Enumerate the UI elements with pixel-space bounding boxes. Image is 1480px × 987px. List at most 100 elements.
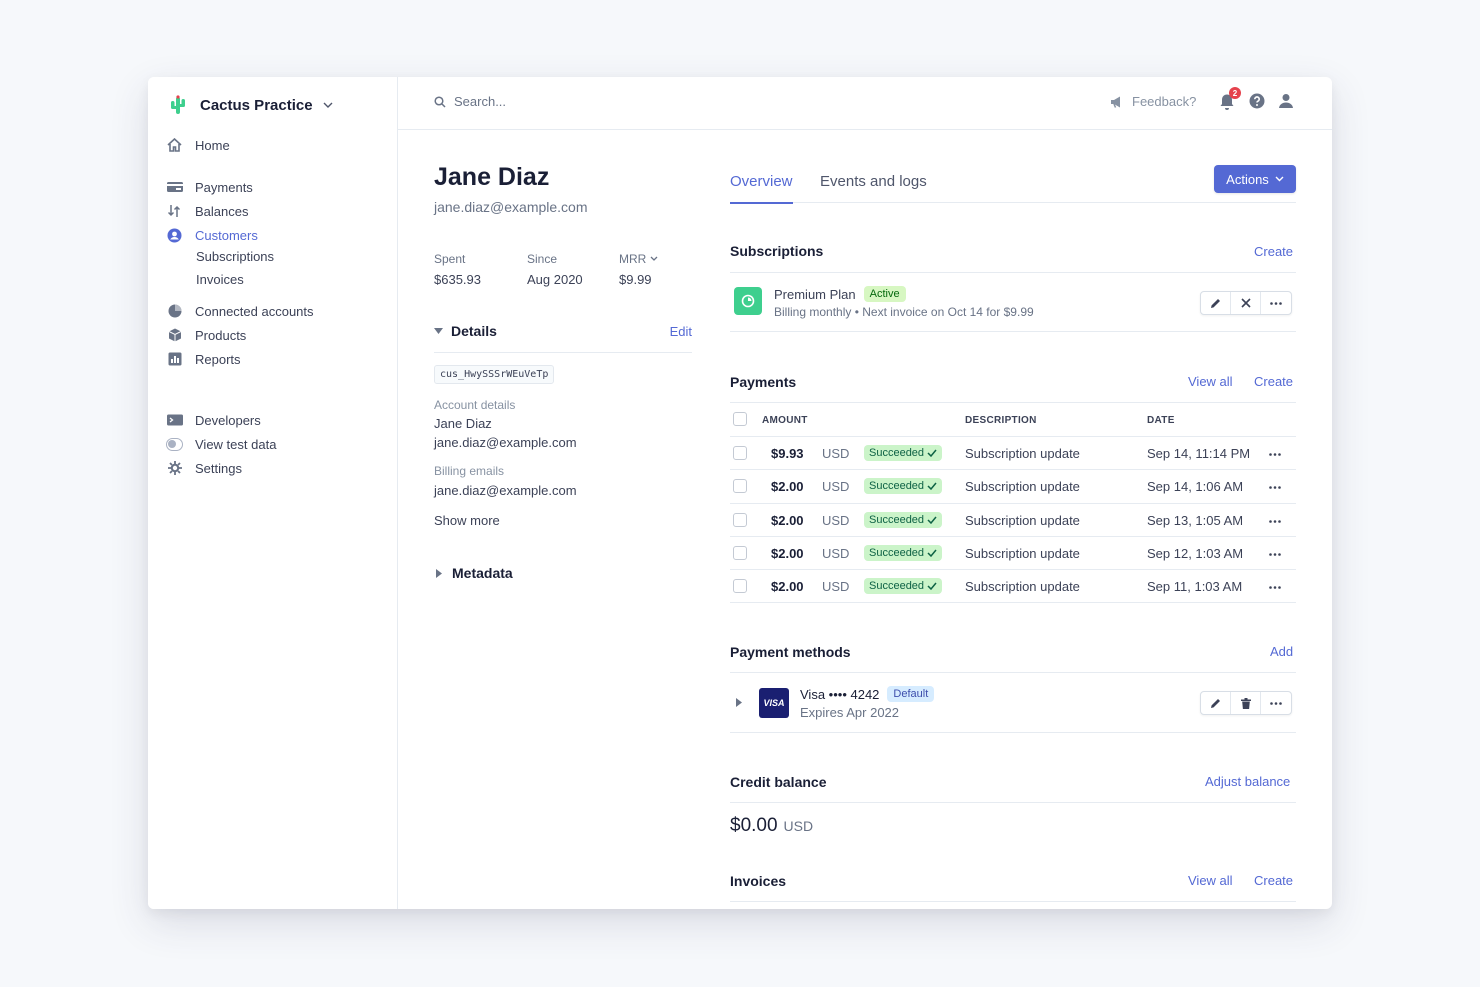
search-box[interactable] [434, 94, 754, 109]
workspace-switcher[interactable]: Cactus Practice [166, 93, 333, 117]
status-badge: Succeeded [864, 545, 942, 561]
tabs: Overview Events and logs [730, 165, 1296, 203]
payments-create-link[interactable]: Create [1254, 374, 1293, 389]
top-bar: Feedback? 2 [398, 77, 1332, 130]
row-checkbox[interactable] [733, 546, 747, 560]
column-header-description: DESCRIPTION [965, 415, 1037, 426]
subscription-plan[interactable]: Premium Plan Active [774, 286, 906, 302]
row-checkbox[interactable] [733, 446, 747, 460]
details-edit-link[interactable]: Edit [670, 324, 692, 339]
sidebar-item-label: Payments [195, 180, 253, 195]
billing-emails-label: Billing emails [434, 464, 504, 478]
payment-method-actions [1200, 691, 1292, 715]
status-label: Succeeded [869, 514, 924, 526]
adjust-balance-link[interactable]: Adjust balance [1205, 774, 1290, 789]
stat-mrr[interactable]: MRR $9.99 [619, 252, 658, 287]
test-data-toggle[interactable] [166, 436, 183, 453]
payment-currency: USD [822, 479, 849, 494]
payment-date: Sep 14, 11:14 PM [1147, 446, 1250, 461]
sidebar-item-developers[interactable]: Developers [166, 410, 261, 430]
divider [730, 272, 1296, 273]
metadata-toggle[interactable]: Metadata [436, 565, 513, 581]
plan-name: Premium Plan [774, 287, 856, 302]
account-details-label: Account details [434, 398, 515, 412]
details-toggle[interactable]: Details [434, 323, 497, 339]
row-more-button[interactable] [1269, 476, 1281, 492]
subscription-actions [1200, 291, 1292, 315]
customer-email: jane.diaz@example.com [434, 199, 588, 215]
chevron-down-icon [323, 100, 333, 110]
table-row[interactable]: $2.00 USD Succeeded Subscription update Sep … [730, 569, 1296, 602]
subscriptions-create-link[interactable]: Create [1254, 244, 1293, 259]
sidebar-item-balances[interactable]: Balances [166, 201, 248, 221]
balances-icon [166, 203, 183, 220]
payment-amount: $9.93 [771, 446, 804, 461]
products-icon [166, 327, 183, 344]
search-icon [434, 96, 446, 108]
search-input[interactable] [454, 94, 754, 109]
pencil-icon [1210, 298, 1221, 309]
payments-icon [166, 179, 183, 196]
more-card-button[interactable] [1261, 692, 1291, 714]
row-more-button[interactable] [1269, 543, 1281, 559]
sidebar-item-home[interactable]: Home [166, 135, 230, 155]
payment-method[interactable]: Visa •••• 4242 Default [800, 686, 934, 702]
invoices-create-link[interactable]: Create [1254, 873, 1293, 888]
cancel-subscription-button[interactable] [1231, 292, 1261, 314]
chevron-down-icon [650, 256, 658, 262]
user-icon [1278, 93, 1294, 109]
account-details-email: jane.diaz@example.com [434, 435, 577, 450]
default-badge: Default [887, 686, 934, 702]
table-row[interactable]: $9.93 USD Succeeded Subscription update Sep … [730, 436, 1296, 469]
row-more-button[interactable] [1269, 443, 1281, 459]
checkmark-icon [927, 516, 937, 524]
sidebar-item-reports[interactable]: Reports [166, 349, 241, 369]
more-subscription-button[interactable] [1261, 292, 1291, 314]
show-more-link[interactable]: Show more [434, 513, 500, 528]
actions-button[interactable]: Actions [1214, 165, 1296, 193]
payment-methods-add-link[interactable]: Add [1270, 644, 1293, 659]
tab-events-and-logs[interactable]: Events and logs [820, 173, 927, 202]
sidebar-item-view-test-data[interactable]: View test data [166, 434, 276, 454]
table-row[interactable]: $2.00 USD Succeeded Subscription update Sep … [730, 536, 1296, 569]
table-row[interactable]: $2.00 USD Succeeded Subscription update Sep … [730, 503, 1296, 536]
sidebar-subitem-subscriptions[interactable]: Subscriptions [196, 249, 274, 267]
checkmark-icon [927, 582, 937, 590]
megaphone-icon [1110, 96, 1125, 108]
customers-icon [166, 227, 183, 244]
row-more-button[interactable] [1269, 510, 1281, 526]
payments-view-all-link[interactable]: View all [1188, 374, 1233, 389]
row-checkbox[interactable] [733, 479, 747, 493]
row-more-button[interactable] [1269, 576, 1281, 592]
account-button[interactable] [1278, 93, 1296, 111]
caret-right-icon[interactable] [736, 698, 742, 707]
sidebar-item-connected-accounts[interactable]: Connected accounts [166, 301, 314, 321]
help-button[interactable] [1249, 93, 1267, 111]
sidebar-item-products[interactable]: Products [166, 325, 246, 345]
gear-icon [166, 460, 183, 477]
sidebar-item-payments[interactable]: Payments [166, 177, 253, 197]
delete-card-button[interactable] [1231, 692, 1261, 714]
trash-icon [1241, 698, 1251, 709]
feedback-button[interactable]: Feedback? [1110, 94, 1196, 109]
select-all-checkbox[interactable] [733, 412, 747, 426]
invoices-view-all-link[interactable]: View all [1188, 873, 1233, 888]
payment-description: Subscription update [965, 579, 1080, 594]
tab-overview[interactable]: Overview [730, 173, 793, 204]
plan-billing-info: Billing monthly • Next invoice on Oct 14… [774, 305, 1034, 319]
payment-currency: USD [822, 446, 849, 461]
edit-subscription-button[interactable] [1201, 292, 1231, 314]
sidebar-item-customers[interactable]: Customers [166, 225, 258, 245]
cactus-logo-icon [166, 93, 190, 117]
caret-down-icon [434, 328, 443, 334]
table-row[interactable]: $2.00 USD Succeeded Subscription update Sep … [730, 469, 1296, 502]
payment-methods-title: Payment methods [730, 644, 851, 660]
row-checkbox[interactable] [733, 513, 747, 527]
divider [730, 402, 1296, 403]
home-icon [166, 137, 183, 154]
edit-card-button[interactable] [1201, 692, 1231, 714]
notifications-button[interactable]: 2 [1219, 93, 1237, 111]
sidebar-item-settings[interactable]: Settings [166, 458, 242, 478]
sidebar-subitem-invoices[interactable]: Invoices [196, 272, 244, 290]
row-checkbox[interactable] [733, 579, 747, 593]
